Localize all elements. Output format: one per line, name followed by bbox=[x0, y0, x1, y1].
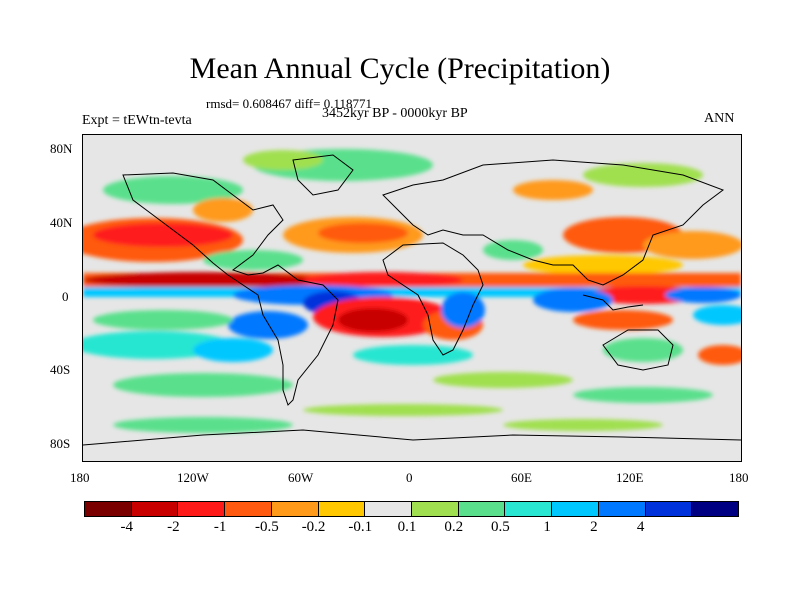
colorbar-box bbox=[551, 501, 599, 517]
colorbar-box bbox=[84, 501, 132, 517]
y-tick-label: 0 bbox=[62, 289, 69, 304]
colorbar-label: -0.5 bbox=[254, 519, 279, 535]
coastlines bbox=[83, 154, 741, 446]
colorbar-box bbox=[224, 501, 272, 517]
colorbar-label: 0.2 bbox=[444, 519, 464, 535]
colorbar-box bbox=[644, 501, 693, 517]
experiment-label: Expt = tEWtn-tevta bbox=[82, 113, 192, 128]
colorbar-label: 0.5 bbox=[491, 519, 510, 535]
colorbar-label: 0.1 bbox=[397, 519, 417, 535]
rmsd-diff-stats: rmsd= 0.608467 diff= 0.118771 bbox=[206, 96, 372, 111]
colorbar-box bbox=[177, 501, 226, 517]
colorbar-label: 1 bbox=[543, 519, 551, 535]
x-tick-label: 120E bbox=[616, 470, 644, 485]
x-tick-label: 0 bbox=[406, 470, 413, 485]
colorbar-box bbox=[130, 501, 179, 517]
period-label: 3452kyr BP - 0000kyr BP bbox=[322, 106, 468, 121]
colorbar-label: -1 bbox=[213, 519, 227, 535]
season-label: ANN bbox=[704, 111, 735, 126]
colorbar-label: -0.1 bbox=[348, 519, 373, 535]
colorbar-box bbox=[457, 501, 506, 517]
colorbar-box bbox=[364, 501, 413, 517]
colorbar-box bbox=[317, 501, 366, 517]
x-tick-label: 120W bbox=[177, 470, 209, 485]
y-tick-label: 80S bbox=[50, 436, 71, 451]
colorbar-box bbox=[691, 501, 740, 517]
x-tick-label: 180 bbox=[729, 470, 749, 485]
x-tick-label: 60E bbox=[511, 470, 532, 485]
x-tick-label: 180 bbox=[70, 470, 90, 485]
colorbar bbox=[84, 501, 740, 517]
y-tick-label: 80N bbox=[50, 141, 73, 156]
precipitation-map bbox=[82, 134, 742, 462]
colorbar-box bbox=[411, 501, 459, 517]
map-canvas bbox=[83, 135, 741, 461]
anomaly-field bbox=[83, 149, 741, 433]
x-tick-label: 60W bbox=[288, 470, 314, 485]
colorbar-label: 2 bbox=[590, 519, 598, 535]
colorbar-label: -2 bbox=[167, 519, 180, 535]
colorbar-label: -4 bbox=[120, 519, 133, 535]
colorbar-box bbox=[270, 501, 319, 517]
plot-title: Mean Annual Cycle (Precipitation) bbox=[189, 52, 611, 85]
y-tick-label: 40N bbox=[50, 215, 73, 230]
y-tick-label: 40S bbox=[50, 362, 71, 377]
colorbar-box bbox=[504, 501, 553, 517]
colorbar-label: 4 bbox=[636, 519, 645, 535]
colorbar-box bbox=[597, 501, 646, 517]
colorbar-label: -0.2 bbox=[301, 519, 326, 535]
